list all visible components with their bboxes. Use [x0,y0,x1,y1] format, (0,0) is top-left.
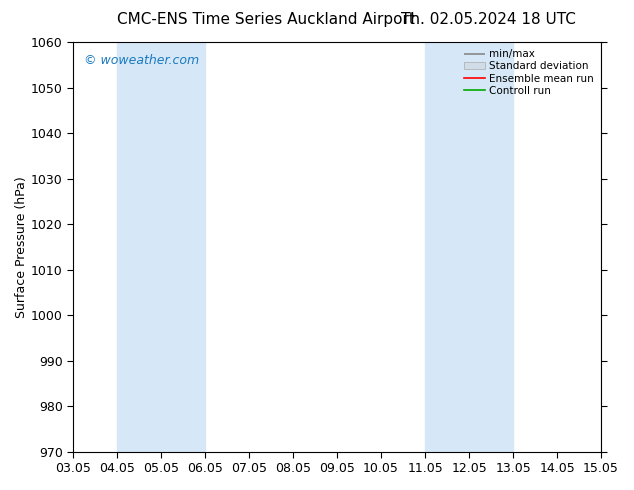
Text: Th. 02.05.2024 18 UTC: Th. 02.05.2024 18 UTC [401,12,576,27]
Bar [601,42,634,452]
Bar [425,42,469,452]
Y-axis label: Surface Pressure (hPa): Surface Pressure (hPa) [15,176,28,318]
Bar [161,42,205,452]
Text: © woweather.com: © woweather.com [84,54,198,67]
Bar [117,42,161,452]
Bar [469,42,513,452]
Text: CMC-ENS Time Series Auckland Airport: CMC-ENS Time Series Auckland Airport [117,12,415,27]
Legend: min/max, Standard deviation, Ensemble mean run, Controll run: min/max, Standard deviation, Ensemble me… [462,47,596,98]
